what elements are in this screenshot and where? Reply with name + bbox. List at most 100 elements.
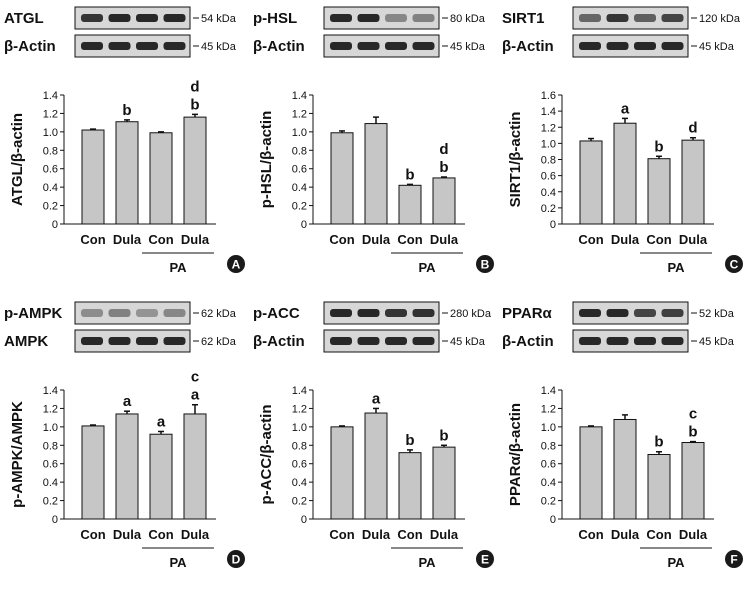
chart-svg: p-ACC 280 kDa β-Actin 45 kDa 0 0.2 0.4 0.6 0.8 1.… xyxy=(253,301,494,570)
x-tick-label: Con xyxy=(148,232,173,247)
blot-band xyxy=(357,42,380,50)
blot-strip xyxy=(572,34,689,58)
y-axis-label: p-AMPK/AMPK xyxy=(9,401,26,508)
blot-band xyxy=(108,337,131,345)
panel-a: ATGL 54 kDa β-Actin 45 kDa 0 0.2 0.4 0.6 0.8 1.0 1… xyxy=(0,0,249,294)
kda-label: 62 kDa xyxy=(201,308,237,320)
y-tick-label: 1.2 xyxy=(292,108,307,120)
kda-label: 54 kDa xyxy=(201,13,237,25)
y-tick-label: 0 xyxy=(52,219,58,231)
bar xyxy=(613,122,637,225)
blot-band xyxy=(634,337,656,345)
x-tick-label: Dula xyxy=(679,527,708,542)
significance-letter: a xyxy=(157,413,166,430)
x-tick-label: Dula xyxy=(362,232,391,247)
x-tick-label: Con xyxy=(646,232,671,247)
panel-f: PPARα 52 kDa β-Actin 45 kDa 0 0.2 0.4 0.6 0.8 1.0… xyxy=(498,295,748,589)
bar xyxy=(81,129,105,225)
bar xyxy=(330,132,354,225)
y-tick-label: 0.2 xyxy=(541,496,556,508)
significance-letter: d xyxy=(439,141,448,158)
blot-band xyxy=(136,337,158,345)
y-tick-label: 0.2 xyxy=(292,201,307,213)
blot-band xyxy=(606,14,629,22)
y-tick-label: 0.2 xyxy=(292,496,307,508)
y-tick-label: 0.4 xyxy=(292,477,307,489)
y-tick-label: 0.4 xyxy=(292,182,307,194)
bar xyxy=(183,116,207,225)
chart-svg: p-HSL 80 kDa β-Actin 45 kDa 0 0.2 0.4 0.6 0.8 1.0… xyxy=(253,6,494,275)
kda-label: 52 kDa xyxy=(699,308,735,320)
blot-band xyxy=(385,337,407,345)
blot-band xyxy=(579,309,601,317)
blot-band xyxy=(163,14,186,22)
blot-band xyxy=(412,337,435,345)
blot-band xyxy=(412,42,435,50)
x-tick-label: Dula xyxy=(611,232,640,247)
y-tick-label: 1.2 xyxy=(292,403,307,415)
panel-badge xyxy=(476,255,494,273)
y-tick-label: 1.4 xyxy=(43,90,58,102)
significance-letter: b xyxy=(439,159,448,176)
x-tick-label: Con xyxy=(80,232,105,247)
significance-letter: a xyxy=(123,393,132,410)
blot-strip xyxy=(74,301,191,325)
y-tick-label: 0 xyxy=(301,219,307,231)
panel-b: p-HSL 80 kDa β-Actin 45 kDa 0 0.2 0.4 0.6 0.8 1.0… xyxy=(249,0,498,294)
x-tick-label: Con xyxy=(578,232,603,247)
x-tick-label: Dula xyxy=(362,527,391,542)
blot-label: p-ACC xyxy=(253,305,300,322)
kda-label: 45 kDa xyxy=(201,41,237,53)
blot-band xyxy=(412,14,435,22)
panel-letter: C xyxy=(730,258,739,272)
y-tick-label: 1.2 xyxy=(43,403,58,415)
blot-label: p-AMPK xyxy=(4,305,62,322)
blot-band xyxy=(163,309,186,317)
blot-band xyxy=(661,14,684,22)
blot-band xyxy=(385,14,407,22)
blot-label: β-Actin xyxy=(502,38,554,55)
blot-label: p-HSL xyxy=(253,10,297,27)
y-tick-label: 0.8 xyxy=(292,440,307,452)
bar xyxy=(432,177,456,225)
x-tick-label: Con xyxy=(329,527,354,542)
bar xyxy=(647,158,671,225)
panel-e: p-ACC 280 kDa β-Actin 45 kDa 0 0.2 0.4 0.6 0.8 1.… xyxy=(249,295,498,589)
bar xyxy=(149,433,173,520)
blot-strip xyxy=(74,34,191,58)
y-tick-label: 1.4 xyxy=(541,106,556,118)
x-tick-label: Con xyxy=(397,527,422,542)
y-tick-label: 1.4 xyxy=(541,385,556,397)
blot-band xyxy=(108,42,131,50)
bar xyxy=(115,413,139,520)
blot-band xyxy=(634,309,656,317)
blot-band xyxy=(330,14,352,22)
y-tick-label: 0.4 xyxy=(43,477,58,489)
significance-letter: b xyxy=(405,432,414,449)
chart-svg: SIRT1 120 kDa β-Actin 45 kDa 0 0.2 0.4 0.6 0.8 1.… xyxy=(502,6,743,275)
chart-svg: p-AMPK 62 kDa AMPK 62 kDa 0 0.2 0.4 0.6 0.8 1.0 1.… xyxy=(4,301,245,570)
y-tick-label: 0.6 xyxy=(541,171,556,183)
x-tick-label: Dula xyxy=(611,527,640,542)
y-axis-label: ATGL/β-actin xyxy=(9,113,26,206)
significance-letter: b xyxy=(688,424,697,441)
y-tick-label: 1.0 xyxy=(292,422,307,434)
y-tick-label: 1.4 xyxy=(292,385,307,397)
blot-band xyxy=(108,309,131,317)
significance-letter: b xyxy=(439,427,448,444)
y-tick-label: 1.2 xyxy=(541,403,556,415)
panel-badge xyxy=(476,550,494,568)
blot-band xyxy=(81,337,103,345)
x-tick-label: Dula xyxy=(113,232,142,247)
panel-badge xyxy=(227,550,245,568)
y-tick-label: 0.4 xyxy=(541,187,556,199)
group-label: PA xyxy=(418,555,436,570)
bar xyxy=(364,412,388,520)
bar xyxy=(183,413,207,520)
y-tick-label: 0.8 xyxy=(541,440,556,452)
bar xyxy=(432,446,456,520)
significance-letter: d xyxy=(190,78,199,95)
blot-label: PPARα xyxy=(502,305,553,322)
y-tick-label: 0 xyxy=(550,514,556,526)
